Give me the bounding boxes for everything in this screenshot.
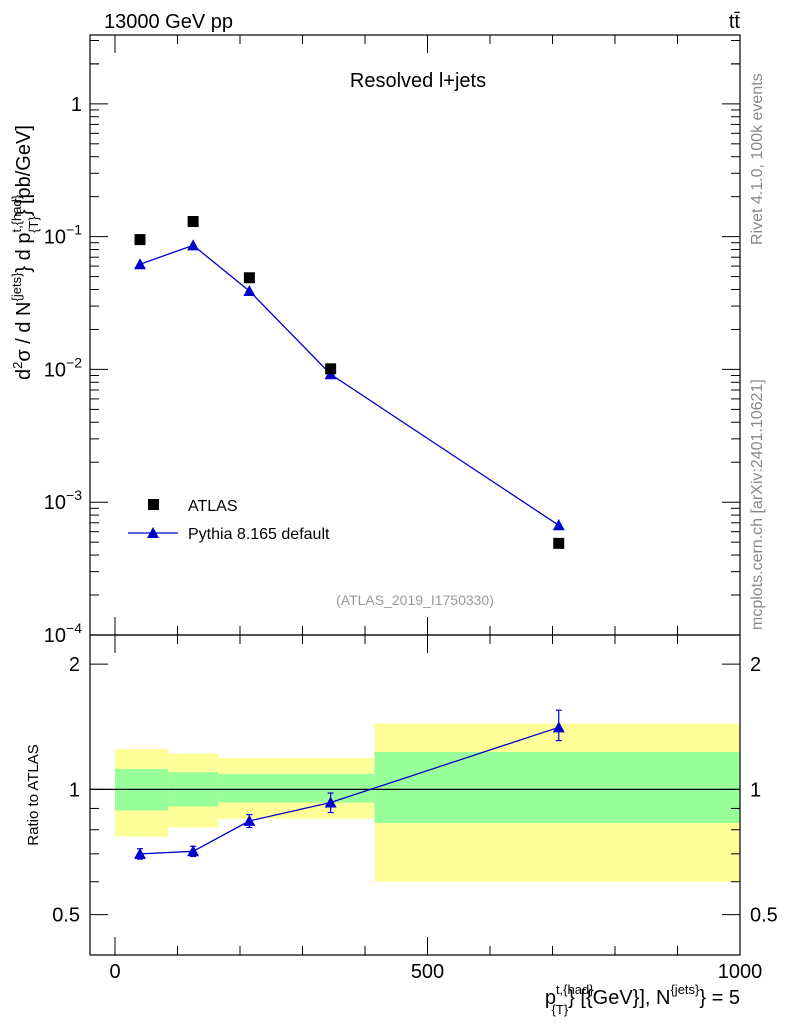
main-title: Resolved l+jets bbox=[350, 70, 486, 92]
ratio-frame bbox=[89, 634, 741, 956]
ratio-y-tick-label-right: 1 bbox=[750, 779, 761, 801]
ratio-y-tick-label-right: 2 bbox=[750, 654, 761, 676]
atlas-point bbox=[325, 363, 337, 375]
main-y-tick-label: 10−3 bbox=[44, 487, 82, 514]
analysis-tag: (ATLAS_2019_I1750330) bbox=[336, 592, 494, 608]
ratio-point bbox=[552, 721, 565, 733]
ratio-x-tick-label: 1000 bbox=[718, 961, 763, 983]
ratio-y-axis-label: Ratio to ATLAS bbox=[25, 744, 42, 845]
main-frame bbox=[89, 34, 741, 636]
ratio-point bbox=[324, 796, 337, 808]
pythia-point bbox=[187, 239, 200, 251]
legend-atlas-label: ATLAS bbox=[188, 498, 238, 515]
main-y-tick-label: 10−2 bbox=[44, 354, 82, 381]
mcplots-label: mcplots.cern.ch [arXiv:2401.10621] bbox=[749, 379, 766, 630]
pythia-line bbox=[139, 244, 560, 526]
ratio-y-tick-label-right: 0.5 bbox=[750, 905, 778, 927]
ratio-plot-area bbox=[90, 709, 740, 882]
legend-pythia-label: Pythia 8.165 default bbox=[188, 526, 330, 543]
ratio-panel: 0.5 0.5 1 1 2 2 0 500 1000 Ratio to ATLAS pt,{h… bbox=[25, 634, 778, 1017]
stat-uncertainty-band bbox=[374, 751, 740, 824]
pythia-point bbox=[243, 284, 256, 296]
atlas-point bbox=[553, 537, 565, 549]
x-axis-label: pt,{had} {T}} [{GeV}], N{jets}} = 5 bbox=[545, 982, 740, 1017]
main-y-axis-label: d2σ / d N{jets}} d pt,{had} {T}} [pb/GeV] bbox=[9, 125, 41, 380]
process-label: tt̄ bbox=[729, 11, 741, 33]
atlas-point bbox=[243, 272, 255, 284]
ratio-y-tick-label-left: 2 bbox=[69, 654, 80, 676]
stat-uncertainty-band bbox=[218, 773, 375, 803]
rivet-label: Rivet 4.1.0, 100k events bbox=[749, 73, 766, 245]
main-panel: 1 10−1 10−2 10−3 10−4 Resolved l+jets (ATLAS… bbox=[9, 34, 741, 647]
legend: ATLAS Pythia 8.165 default bbox=[128, 498, 330, 543]
ratio-point bbox=[243, 814, 256, 826]
ratio-point bbox=[134, 847, 146, 859]
legend-pythia-marker bbox=[147, 527, 159, 538]
main-y-tick-label: 10−4 bbox=[44, 620, 82, 647]
ratio-point bbox=[187, 845, 200, 857]
main-plot-area bbox=[134, 216, 565, 549]
ratio-y-tick-label-left: 1 bbox=[69, 779, 80, 801]
pythia-point bbox=[134, 258, 146, 270]
atlas-point bbox=[134, 234, 146, 246]
ratio-y-tick-label-left: 0.5 bbox=[52, 905, 80, 927]
main-y-tick-label: 10−1 bbox=[44, 222, 82, 249]
ratio-x-tick-label: 500 bbox=[411, 961, 444, 983]
atlas-point bbox=[187, 216, 199, 228]
ratio-x-axis: 0 500 1000 bbox=[109, 635, 762, 983]
legend-atlas-marker bbox=[148, 499, 159, 510]
ratio-y-axis: 0.5 0.5 1 1 2 2 bbox=[52, 654, 778, 956]
pythia-point bbox=[552, 519, 565, 531]
main-y-tick-label: 1 bbox=[71, 94, 82, 116]
ratio-x-tick-label: 0 bbox=[109, 961, 120, 983]
main-y-axis: 1 10−1 10−2 10−3 10−4 bbox=[44, 39, 740, 647]
energy-label: 13000 GeV pp bbox=[104, 11, 233, 33]
main-x-ticks bbox=[114, 35, 741, 635]
